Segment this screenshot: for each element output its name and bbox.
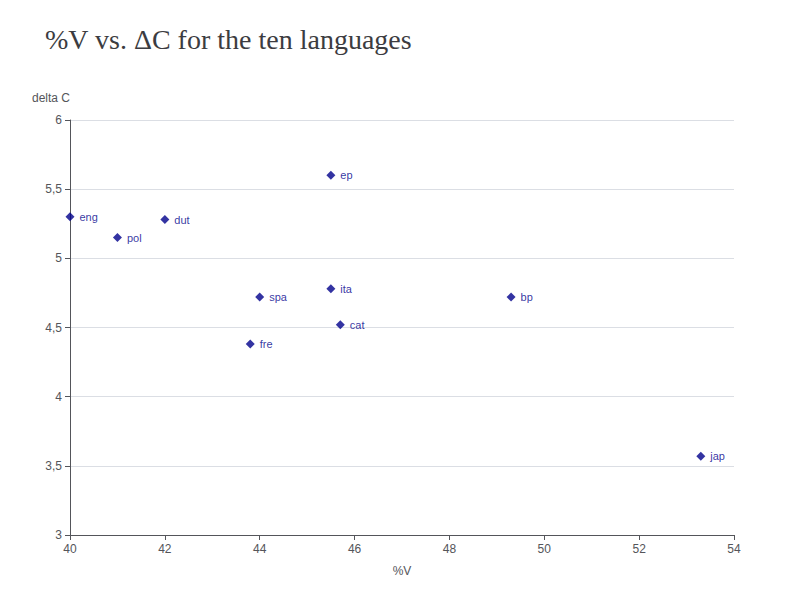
svg-text:4,5: 4,5	[45, 321, 62, 335]
svg-text:50: 50	[538, 542, 552, 556]
svg-text:delta C: delta C	[32, 91, 70, 105]
svg-text:eng: eng	[80, 211, 98, 223]
svg-text:jap: jap	[709, 450, 725, 462]
svg-text:dut: dut	[174, 214, 189, 226]
svg-text:6: 6	[55, 113, 62, 127]
svg-text:44: 44	[253, 542, 267, 556]
svg-text:40: 40	[63, 542, 77, 556]
svg-text:ep: ep	[340, 169, 352, 181]
svg-text:%V: %V	[393, 564, 412, 578]
svg-text:4: 4	[55, 390, 62, 404]
svg-text:46: 46	[348, 542, 362, 556]
svg-text:5,5: 5,5	[45, 182, 62, 196]
svg-text:ita: ita	[340, 283, 353, 295]
svg-text:spa: spa	[269, 291, 288, 303]
svg-text:48: 48	[443, 542, 457, 556]
svg-text:42: 42	[158, 542, 172, 556]
svg-text:54: 54	[727, 542, 741, 556]
svg-text:5: 5	[55, 251, 62, 265]
svg-text:%V vs. ΔC for the ten language: %V vs. ΔC for the ten languages	[45, 24, 412, 55]
svg-text:3: 3	[55, 528, 62, 542]
svg-text:3,5: 3,5	[45, 459, 62, 473]
svg-text:bp: bp	[521, 291, 533, 303]
svg-text:fre: fre	[260, 338, 273, 350]
svg-text:pol: pol	[127, 232, 142, 244]
svg-text:52: 52	[632, 542, 646, 556]
svg-text:cat: cat	[350, 319, 365, 331]
